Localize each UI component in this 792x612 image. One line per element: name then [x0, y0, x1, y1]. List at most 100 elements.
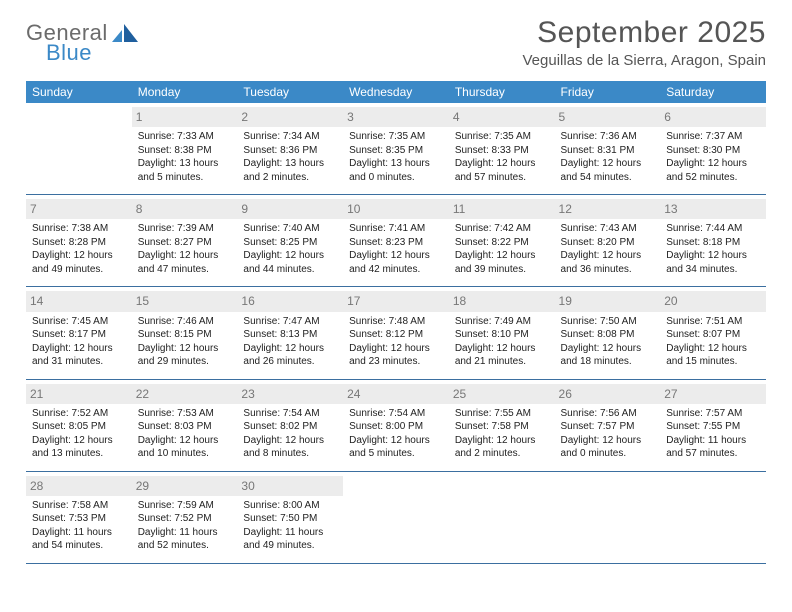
daylight-text: Daylight: 11 hours and 54 minutes.	[32, 526, 126, 553]
daylight-text: Daylight: 13 hours and 0 minutes.	[349, 157, 443, 184]
day-cell: 30Sunrise: 8:00 AMSunset: 7:50 PMDayligh…	[237, 471, 343, 563]
day-cell: 5 Sunrise: 7:36 AMSunset: 8:31 PMDaylight…	[555, 103, 661, 194]
sunset-text: Sunset: 8:17 PM	[32, 328, 126, 342]
sunset-text: Sunset: 7:50 PM	[243, 512, 337, 526]
daylight-text: Daylight: 12 hours and 29 minutes.	[138, 342, 232, 369]
sunset-text: Sunset: 8:08 PM	[561, 328, 655, 342]
day-cell: 27Sunrise: 7:57 AMSunset: 7:55 PMDayligh…	[660, 379, 766, 471]
day-number: 20	[660, 291, 766, 311]
day-cell: 11Sunrise: 7:42 AMSunset: 8:22 PMDayligh…	[449, 194, 555, 286]
day-cell: 28 Sunrise: 7:58 AMSunset: 7:53 PMDayligh…	[26, 471, 132, 563]
dow-header: Wednesday	[343, 81, 449, 103]
daylight-text: Daylight: 12 hours and 2 minutes.	[455, 434, 549, 461]
day-cell: 16Sunrise: 7:47 AMSunset: 8:13 PMDayligh…	[237, 286, 343, 378]
day-cell: 4Sunrise: 7:35 AMSunset: 8:33 PMDaylight…	[449, 103, 555, 194]
daylight-text: Daylight: 12 hours and 49 minutes.	[32, 249, 126, 276]
daylight-text: Daylight: 11 hours and 52 minutes.	[138, 526, 232, 553]
calendar-page: General Blue September 2025 Veguillas de…	[0, 0, 792, 612]
sunset-text: Sunset: 7:52 PM	[138, 512, 232, 526]
day-number: 3	[343, 107, 449, 127]
day-cell: 19Sunrise: 7:50 AMSunset: 8:08 PMDayligh…	[555, 286, 661, 378]
dow-header: Saturday	[660, 81, 766, 103]
sunset-text: Sunset: 8:33 PM	[455, 144, 549, 158]
daylight-text: Daylight: 12 hours and 10 minutes.	[138, 434, 232, 461]
sunset-text: Sunset: 8:28 PM	[32, 236, 126, 250]
daylight-text: Daylight: 13 hours and 2 minutes.	[243, 157, 337, 184]
daylight-text: Daylight: 12 hours and 47 minutes.	[138, 249, 232, 276]
day-number: 5	[555, 107, 661, 127]
day-number: 18	[449, 291, 555, 311]
sunrise-text: Sunrise: 7:54 AM	[243, 407, 337, 421]
day-number: 24	[343, 384, 449, 404]
dow-header: Sunday	[26, 81, 132, 103]
sunrise-text: Sunrise: 7:54 AM	[349, 407, 443, 421]
sunset-text: Sunset: 8:18 PM	[666, 236, 760, 250]
sunrise-text: Sunrise: 7:48 AM	[349, 315, 443, 329]
day-number: 22	[132, 384, 238, 404]
day-number: 21	[26, 384, 132, 404]
daylight-text: Daylight: 12 hours and 42 minutes.	[349, 249, 443, 276]
sunrise-text: Sunrise: 7:33 AM	[138, 130, 232, 144]
dow-header: Friday	[555, 81, 661, 103]
daylight-text: Daylight: 12 hours and 31 minutes.	[32, 342, 126, 369]
sunrise-text: Sunrise: 7:34 AM	[243, 130, 337, 144]
day-number: 28	[26, 476, 132, 496]
week-row: 7Sunrise: 7:38 AMSunset: 8:28 PMDaylight…	[26, 194, 766, 286]
day-cell: 17Sunrise: 7:48 AMSunset: 8:12 PMDayligh…	[343, 286, 449, 378]
daylight-text: Daylight: 12 hours and 44 minutes.	[243, 249, 337, 276]
sunrise-text: Sunrise: 7:44 AM	[666, 222, 760, 236]
day-number: 13	[660, 199, 766, 219]
day-number: 17	[343, 291, 449, 311]
day-number: 2	[237, 107, 343, 127]
daylight-text: Daylight: 12 hours and 18 minutes.	[561, 342, 655, 369]
day-number: 19	[555, 291, 661, 311]
brand-logo-text: General Blue	[26, 22, 108, 64]
day-number: 7	[26, 199, 132, 219]
daylight-text: Daylight: 12 hours and 36 minutes.	[561, 249, 655, 276]
day-cell: 3Sunrise: 7:35 AMSunset: 8:35 PMDaylight…	[343, 103, 449, 194]
daylight-text: Daylight: 12 hours and 26 minutes.	[243, 342, 337, 369]
sunrise-text: Sunrise: 7:40 AM	[243, 222, 337, 236]
sunrise-text: Sunrise: 7:43 AM	[561, 222, 655, 236]
sunset-text: Sunset: 8:36 PM	[243, 144, 337, 158]
sunrise-text: Sunrise: 7:42 AM	[455, 222, 549, 236]
sunrise-text: Sunrise: 7:47 AM	[243, 315, 337, 329]
daylight-text: Daylight: 12 hours and 54 minutes.	[561, 157, 655, 184]
day-cell: 24Sunrise: 7:54 AMSunset: 8:00 PMDayligh…	[343, 379, 449, 471]
location-subtitle: Veguillas de la Sierra, Aragon, Spain	[523, 52, 767, 69]
brand-word-2: Blue	[46, 42, 108, 64]
sunset-text: Sunset: 8:12 PM	[349, 328, 443, 342]
sunset-text: Sunset: 8:31 PM	[561, 144, 655, 158]
sunset-text: Sunset: 7:57 PM	[561, 420, 655, 434]
sunset-text: Sunset: 8:22 PM	[455, 236, 549, 250]
sunset-text: Sunset: 8:15 PM	[138, 328, 232, 342]
sunset-text: Sunset: 7:55 PM	[666, 420, 760, 434]
day-number: 16	[237, 291, 343, 311]
day-number: 1	[132, 107, 238, 127]
daylight-text: Daylight: 12 hours and 5 minutes.	[349, 434, 443, 461]
sunrise-text: Sunrise: 7:36 AM	[561, 130, 655, 144]
sunrise-text: Sunrise: 7:35 AM	[349, 130, 443, 144]
sunset-text: Sunset: 8:25 PM	[243, 236, 337, 250]
day-cell	[660, 471, 766, 563]
day-number: 23	[237, 384, 343, 404]
day-number: 10	[343, 199, 449, 219]
dow-header: Thursday	[449, 81, 555, 103]
day-number: 6	[660, 107, 766, 127]
day-number: 15	[132, 291, 238, 311]
sunrise-text: Sunrise: 7:53 AM	[138, 407, 232, 421]
bottom-rule	[26, 563, 766, 564]
week-row: 21Sunrise: 7:52 AMSunset: 8:05 PMDayligh…	[26, 379, 766, 471]
day-cell: 29Sunrise: 7:59 AMSunset: 7:52 PMDayligh…	[132, 471, 238, 563]
daylight-text: Daylight: 13 hours and 5 minutes.	[138, 157, 232, 184]
sunrise-text: Sunrise: 7:58 AM	[32, 499, 126, 513]
sunrise-text: Sunrise: 7:51 AM	[666, 315, 760, 329]
sunset-text: Sunset: 8:10 PM	[455, 328, 549, 342]
sunset-text: Sunset: 8:23 PM	[349, 236, 443, 250]
day-cell: 23Sunrise: 7:54 AMSunset: 8:02 PMDayligh…	[237, 379, 343, 471]
sunset-text: Sunset: 8:07 PM	[666, 328, 760, 342]
day-number: 14	[26, 291, 132, 311]
sunset-text: Sunset: 7:53 PM	[32, 512, 126, 526]
sunset-text: Sunset: 8:38 PM	[138, 144, 232, 158]
day-number: 27	[660, 384, 766, 404]
